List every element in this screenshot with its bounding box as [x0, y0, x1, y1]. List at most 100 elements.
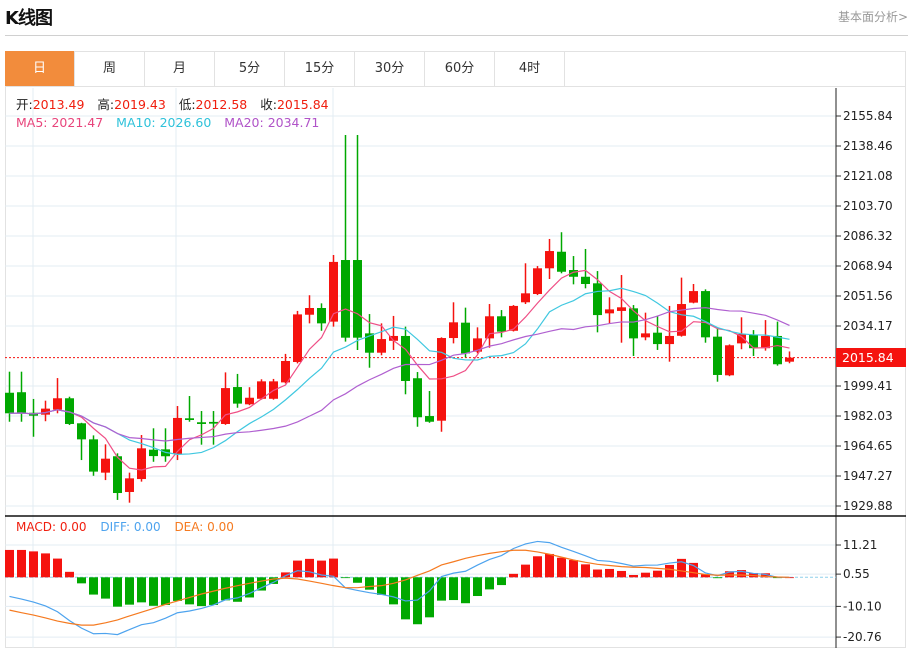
candle: [677, 277, 686, 337]
macd-bar: [305, 558, 314, 578]
ma10-legend: MA10: 2026.60: [116, 115, 212, 130]
tab-week[interactable]: 周: [75, 51, 145, 86]
page-title: K线图: [5, 8, 53, 29]
candle: [605, 297, 614, 324]
tab-5min[interactable]: 5分: [215, 51, 285, 86]
macd-bar: [569, 560, 578, 578]
open-value: 2013.49: [32, 97, 85, 112]
candle-body: [629, 308, 638, 339]
candle: [557, 232, 566, 274]
macd-bar: [29, 551, 38, 578]
tab-30min[interactable]: 30分: [355, 51, 425, 86]
candle: [509, 305, 518, 332]
y-tick-label: 2068.94: [843, 259, 893, 273]
macd-bar: [341, 577, 350, 579]
candle-body: [65, 398, 74, 424]
candle: [113, 453, 122, 500]
candle: [533, 266, 542, 296]
candle-body: [221, 388, 230, 424]
candle-body: [257, 381, 266, 399]
macd-bar: [173, 577, 182, 601]
period-tabs: 日 周 月 5分 15分 30分 60分 4时: [5, 51, 906, 87]
y-tick-label: 2051.56: [843, 289, 893, 303]
macd-bar: [557, 557, 566, 578]
macd-bar: [497, 577, 506, 586]
close-label: 收:: [260, 97, 277, 112]
macd-bar: [701, 574, 710, 578]
candle-body: [653, 332, 662, 345]
candle-body: [785, 357, 794, 362]
macd-bar: [77, 577, 86, 584]
macd-bar: [653, 570, 662, 578]
candle-body: [365, 333, 374, 353]
macd-bar: [317, 560, 326, 578]
candle: [713, 327, 722, 382]
macd-bar: [149, 577, 158, 606]
y-tick-label: 1982.03: [843, 409, 893, 423]
candle: [305, 295, 314, 324]
candle-body: [521, 293, 530, 303]
candle-body: [509, 305, 518, 331]
macd-bar: [521, 564, 530, 578]
candle-body: [605, 309, 614, 314]
candle: [617, 275, 626, 343]
candle-body: [737, 334, 746, 344]
last-price-tag: 2015.84: [836, 348, 906, 367]
macd-bar: [629, 574, 638, 578]
candle-body: [245, 397, 254, 405]
candle: [353, 135, 362, 350]
macd-bar: [389, 577, 398, 605]
candle-body: [329, 261, 338, 322]
tab-day[interactable]: 日: [5, 51, 75, 86]
macd-bar: [737, 570, 746, 578]
y-tick-label: 2155.84: [843, 109, 893, 123]
candle-body: [725, 345, 734, 376]
candle: [425, 391, 434, 423]
y-tick-label: 1999.41: [843, 379, 893, 393]
candle-body: [125, 478, 134, 492]
candle-body: [5, 392, 14, 414]
candle: [449, 302, 458, 344]
macd-legend: MACD: 0.00: [16, 520, 87, 534]
macd-bar: [401, 577, 410, 620]
fundamental-analysis-link[interactable]: 基本面分析>: [837, 10, 908, 24]
tab-15min[interactable]: 15分: [285, 51, 355, 86]
candle: [221, 372, 230, 425]
macd-bar: [293, 560, 302, 578]
tab-4hour[interactable]: 4时: [495, 51, 565, 86]
macd-bar: [17, 549, 26, 578]
diff-legend: DIFF: 0.00: [100, 520, 161, 534]
macd-bar: [617, 570, 626, 578]
tab-month[interactable]: 月: [145, 51, 215, 86]
tab-60min[interactable]: 60分: [425, 51, 495, 86]
candle-body: [773, 335, 782, 365]
candle-body: [677, 304, 686, 336]
candle-body: [485, 316, 494, 339]
candle: [281, 353, 290, 384]
candle-body: [233, 387, 242, 404]
macd-bar: [365, 577, 374, 590]
candle: [773, 321, 782, 366]
macd-bar: [269, 577, 278, 584]
macd-bar: [65, 571, 74, 578]
ma10-line: [9, 287, 790, 455]
candle-body: [461, 322, 470, 354]
candle: [725, 344, 734, 377]
macd-bar: [761, 573, 770, 578]
candle-body: [401, 335, 410, 382]
candle: [653, 315, 662, 350]
candle: [473, 327, 482, 354]
macd-bar: [53, 558, 62, 578]
candle: [749, 330, 758, 356]
y-tick-label: 2034.17: [843, 319, 893, 333]
ma20-legend: MA20: 2034.71: [224, 115, 320, 130]
candle: [413, 372, 422, 427]
candle-body: [137, 448, 146, 480]
macd-bar: [185, 577, 194, 605]
macd-bar: [89, 577, 98, 595]
ohlc-info: 开:2013.49 高:2019.43 低:2012.58 收:2015.84 …: [16, 96, 338, 132]
macd-bar: [461, 577, 470, 604]
macd-bar: [281, 572, 290, 578]
macd-bar: [713, 577, 722, 579]
